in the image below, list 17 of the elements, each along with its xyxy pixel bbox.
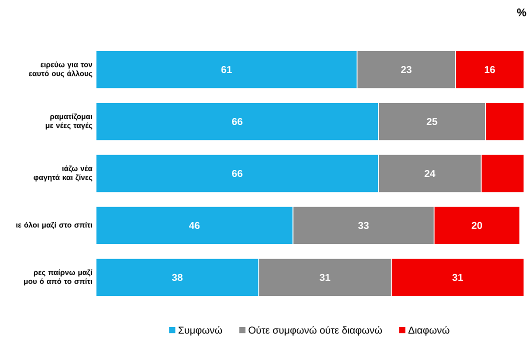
data-label: 24 xyxy=(424,170,436,177)
data-label: 61 xyxy=(221,66,232,74)
text: % xyxy=(517,8,526,16)
data-label: 23 xyxy=(401,66,412,74)
data-label: 31 xyxy=(320,274,330,281)
data-label: 66 xyxy=(232,118,242,126)
data-label: 31 xyxy=(452,274,463,281)
data-label: 20 xyxy=(472,222,482,229)
data-label: 25 xyxy=(426,118,438,126)
data-label: 46 xyxy=(189,222,200,229)
legend-label: Συμφωνώ xyxy=(178,326,222,336)
data-label: 66 xyxy=(232,170,242,178)
data-label: 33 xyxy=(358,222,369,229)
data-label: 16 xyxy=(484,66,495,74)
data-label: 38 xyxy=(172,274,183,281)
legend-label: Ούτε συμφωνώ ούτε διαφωνώ xyxy=(248,326,382,336)
legend-label: Διαφωνώ xyxy=(408,326,450,336)
